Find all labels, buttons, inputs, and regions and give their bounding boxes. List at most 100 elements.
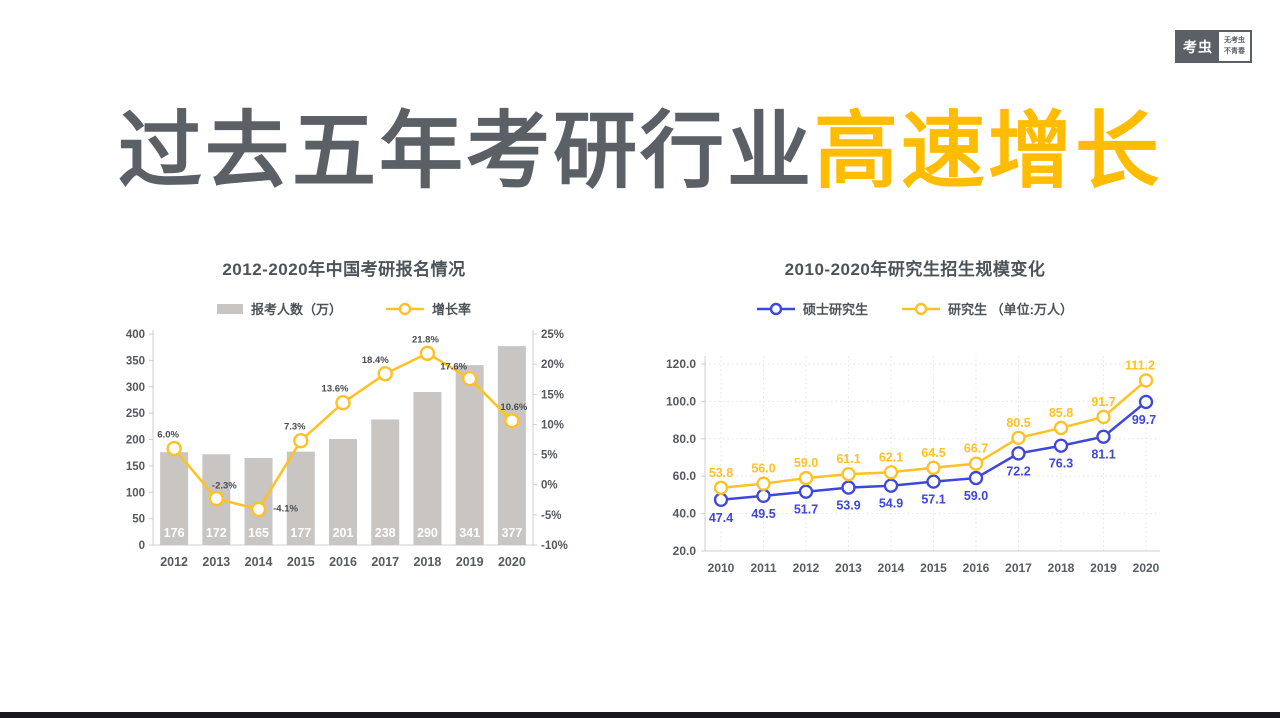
left-axis-tick-label: 250 xyxy=(126,408,145,420)
right-axis-tick-label: 10% xyxy=(541,419,564,431)
x-axis-label: 2019 xyxy=(1090,561,1117,575)
admission-chart-svg: 2010 2011 2012 2013 2014 2015 2016 2017 2018 2019… xyxy=(666,356,1160,575)
growth-rate-marker xyxy=(293,433,309,449)
enrollment-chart-title: 2012-2020年中国考研报名情况 xyxy=(222,260,466,279)
left-axis-tick-label: 400 xyxy=(126,329,145,341)
x-axis-label: 2020 xyxy=(498,555,526,569)
right-axis-tick-label: 20% xyxy=(541,359,564,371)
right-axis-tick-label: 25% xyxy=(541,329,564,341)
x-axis-label: 2020 xyxy=(1133,561,1160,575)
legend-item-masters: 硕士研究生 xyxy=(757,299,868,318)
x-axis-label: 2010 xyxy=(708,561,735,575)
data-point-label: 66.7 xyxy=(964,442,988,456)
left-axis-tick-label: 350 xyxy=(126,355,145,367)
data-point-marker xyxy=(798,484,814,499)
bar-swatch-rect xyxy=(216,303,243,314)
growth-rate-label: 18.4% xyxy=(362,355,389,366)
growth-rate-label: 10.6% xyxy=(500,402,527,413)
x-axis-label: 2012 xyxy=(160,555,188,569)
bar-value-label: 176 xyxy=(164,526,185,540)
data-point-marker xyxy=(1096,429,1111,444)
data-point-marker xyxy=(926,460,941,475)
x-axis-label: 2013 xyxy=(835,561,862,575)
headline: 过去五年考研行业高速增长 xyxy=(0,84,1280,205)
data-point-marker xyxy=(1096,409,1111,425)
left-axis-tick-label: 200 xyxy=(126,435,145,447)
data-point-marker xyxy=(841,480,856,495)
bar-value-label: 238 xyxy=(375,526,396,540)
growth-rate-label: -4.1% xyxy=(273,503,298,514)
admission-scale-chart: 2010-2020年研究生招生规模变化 硕士研究生 研究生 （单位:万人） 20… xyxy=(655,255,1175,582)
right-axis-tick-label: -10% xyxy=(541,540,568,552)
masters-line-legend-swatch xyxy=(757,302,796,315)
x-axis-label: 2015 xyxy=(920,561,947,575)
data-point-label: 47.4 xyxy=(709,511,733,525)
right-axis-tick-label: -5% xyxy=(541,510,561,522)
data-point-marker xyxy=(968,470,984,486)
data-point-marker xyxy=(968,456,984,471)
graduate-swatch-marker xyxy=(914,302,928,315)
kaochong-logo-brand: 考虫 xyxy=(1177,32,1219,61)
x-axis-label: 2011 xyxy=(750,561,776,575)
data-point-label: 72.2 xyxy=(1006,464,1030,478)
growth-rate-label: 21.8% xyxy=(412,334,439,345)
bar-legend-swatch xyxy=(216,303,243,314)
growth-rate-marker xyxy=(504,413,520,429)
bar-value-label: 177 xyxy=(290,526,311,540)
headline-prefix: 过去五年考研行业 xyxy=(117,104,814,198)
left-axis-tick-label: 50 xyxy=(132,514,145,526)
x-axis-label: 2017 xyxy=(371,555,399,569)
legend-label-applicants: 报考人数（万） xyxy=(250,302,342,317)
bar xyxy=(286,451,315,545)
data-point-marker xyxy=(1053,420,1069,436)
growth-rate-label: 13.6% xyxy=(322,384,349,395)
data-point-marker xyxy=(883,465,899,480)
left-axis-tick-label: 150 xyxy=(126,461,145,473)
y-axis-tick-label: 60.0 xyxy=(673,469,697,483)
bar xyxy=(244,457,273,545)
x-axis-label: 2016 xyxy=(329,555,357,569)
legend-label-graduate: 研究生 （单位:万人） xyxy=(948,302,1073,317)
x-axis-label: 2013 xyxy=(202,555,230,569)
data-point-label: 56.0 xyxy=(751,462,775,476)
line-swatch-marker xyxy=(398,302,412,315)
x-axis-label: 2019 xyxy=(456,555,484,569)
bar-value-label: 341 xyxy=(459,526,480,540)
graduate-line-legend-swatch xyxy=(902,302,941,315)
x-axis-label: 2018 xyxy=(1048,561,1075,575)
y-axis-tick-label: 80.0 xyxy=(673,432,697,446)
data-point-label: 51.7 xyxy=(794,503,818,517)
y-axis-tick-label: 100.0 xyxy=(666,394,696,408)
y-axis-tick-label: 40.0 xyxy=(673,507,697,521)
data-point-label: 54.9 xyxy=(879,497,903,511)
data-point-marker xyxy=(713,480,729,495)
x-axis-label: 2016 xyxy=(963,561,990,575)
data-point-marker xyxy=(926,474,941,489)
bar-value-label: 165 xyxy=(248,526,269,540)
bar-value-label: 201 xyxy=(333,526,354,540)
x-axis-label: 2014 xyxy=(245,555,273,569)
data-point-label: 76.3 xyxy=(1049,457,1073,471)
data-point-marker xyxy=(756,488,771,503)
kaochong-logo: 考虫 无考虫 不青春 xyxy=(1175,30,1252,63)
left-axis-tick-label: 0 xyxy=(139,540,145,552)
admission-chart-legend: 硕士研究生 研究生 （单位:万人） xyxy=(655,299,1175,318)
growth-rate-marker xyxy=(335,395,351,411)
y-axis-tick-label: 120.0 xyxy=(666,357,696,371)
data-point-label: 81.1 xyxy=(1091,448,1115,462)
enrollment-applications-chart: 2012-2020年中国考研报名情况 报考人数（万） 增长率 400 350 300… xyxy=(118,255,570,582)
data-point-label: 80.5 xyxy=(1006,416,1030,430)
data-point-label: 64.5 xyxy=(921,446,945,460)
growth-line-legend-swatch xyxy=(386,302,424,315)
data-point-marker xyxy=(798,470,814,486)
growth-rate-label: 7.3% xyxy=(284,422,306,433)
bar xyxy=(413,392,442,545)
legend-label-growth-rate: 增长率 xyxy=(432,302,472,317)
bar xyxy=(371,419,400,545)
growth-rate-label: 17.6% xyxy=(440,362,467,373)
data-point-label: 85.8 xyxy=(1049,406,1073,420)
enrollment-chart-svg: 400 350 300 250 200 150 100 50 0 25% 20% 15% 10% 5% 0%… xyxy=(126,329,568,569)
legend-item-applicants: 报考人数（万） xyxy=(216,299,342,318)
data-point-label: 61.1 xyxy=(836,452,860,466)
